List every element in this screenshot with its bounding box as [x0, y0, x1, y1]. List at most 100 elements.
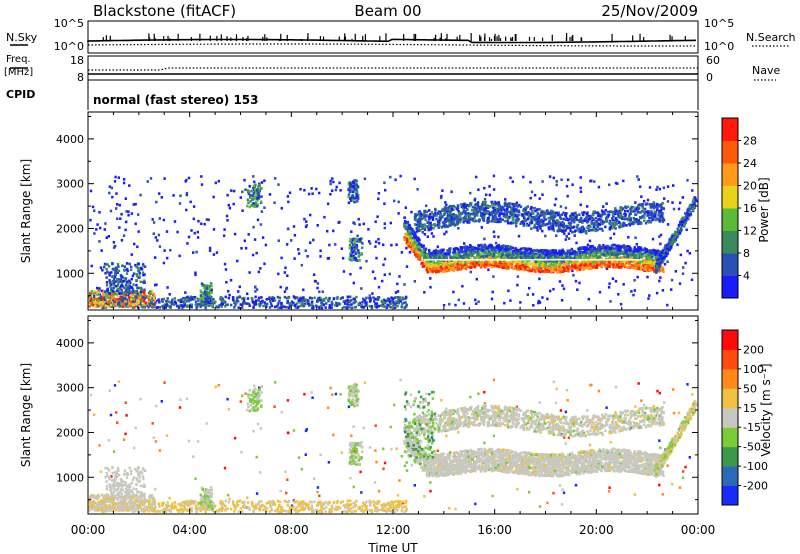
power-cell — [107, 265, 111, 268]
power-cell — [435, 254, 439, 257]
power-cell — [374, 220, 377, 223]
power-cell — [293, 234, 297, 237]
power-cell — [403, 236, 406, 239]
power-cell — [298, 301, 301, 304]
power-cell — [178, 202, 182, 205]
power-cell — [372, 296, 375, 299]
power-heatmap — [88, 174, 698, 310]
power-cell — [234, 303, 237, 307]
power-cell — [350, 230, 353, 233]
power-cell — [89, 292, 93, 296]
power-cell — [163, 177, 166, 180]
power-cell — [271, 296, 274, 299]
power-cell — [276, 295, 280, 299]
power-cell — [531, 293, 535, 296]
power-cell — [553, 265, 556, 269]
power-cell — [158, 306, 162, 309]
power-cell — [158, 245, 162, 248]
power-cell — [347, 181, 351, 185]
power-cell — [638, 185, 642, 188]
power-cell — [411, 230, 415, 234]
power-cell — [462, 302, 466, 305]
power-cell — [117, 269, 121, 273]
power-cell — [289, 302, 292, 305]
power-cell — [349, 181, 352, 184]
power-cell — [465, 262, 469, 265]
power-cell — [502, 244, 505, 247]
power-cell — [457, 298, 460, 302]
power-cell — [589, 179, 592, 183]
power-cell — [576, 288, 579, 291]
power-cell — [187, 300, 190, 303]
power-cell — [357, 217, 360, 221]
power-cell — [537, 299, 541, 303]
power-cell — [450, 190, 453, 194]
power-cell — [136, 306, 140, 309]
power-cell — [450, 255, 454, 259]
power-cell — [93, 297, 97, 301]
power-cell — [476, 249, 479, 252]
power-cell — [565, 265, 568, 268]
power-cell — [403, 225, 406, 228]
power-cell — [516, 283, 519, 287]
power-cell — [193, 297, 196, 301]
power-cell — [559, 253, 562, 256]
power-cell — [186, 304, 189, 307]
power-cell — [350, 187, 353, 191]
power-cell — [605, 257, 608, 261]
power-cell — [332, 180, 335, 184]
power-cell — [336, 295, 339, 299]
power-cell — [116, 263, 120, 266]
power-cell — [506, 252, 509, 255]
power-cell — [350, 197, 353, 200]
power-cell — [315, 187, 318, 191]
power-cell — [167, 300, 170, 303]
power-cell — [285, 296, 289, 300]
power-cell — [137, 230, 140, 233]
power-cell — [354, 257, 358, 260]
power-cell — [349, 199, 353, 202]
power-cell — [242, 298, 246, 302]
power-cell — [154, 256, 157, 259]
power-cell — [221, 297, 224, 300]
power-cell — [269, 300, 272, 303]
power-cell — [321, 299, 324, 302]
power-cell — [688, 252, 691, 255]
power-cell — [95, 228, 98, 231]
power-cell — [128, 279, 131, 283]
power-cell — [588, 254, 591, 257]
power-cell — [469, 270, 472, 274]
power-cell — [254, 188, 257, 191]
power-cell — [211, 300, 214, 303]
power-cell — [595, 249, 598, 252]
power-cell — [89, 297, 93, 301]
power-cell — [202, 291, 206, 295]
power-cell — [170, 300, 174, 303]
power-cell — [135, 266, 138, 269]
power-cell — [640, 195, 643, 198]
power-cell — [403, 306, 406, 310]
power-cell — [568, 249, 572, 252]
power-cell — [173, 220, 177, 223]
power-cell — [200, 297, 204, 300]
power-cell — [410, 210, 413, 214]
power-cell — [676, 243, 679, 246]
power-cell — [112, 286, 116, 290]
power-cell — [181, 300, 184, 304]
power-cell — [353, 179, 357, 182]
power-cell — [504, 253, 508, 256]
power-cell — [113, 292, 116, 296]
power-cell — [492, 256, 495, 260]
power-cell — [183, 301, 186, 305]
power-cell — [247, 233, 250, 236]
power-cell — [682, 266, 685, 269]
power-cell — [95, 290, 98, 294]
power-cell — [151, 218, 154, 221]
power-cell — [627, 247, 631, 250]
power-cell — [615, 263, 619, 267]
power-cell — [342, 300, 345, 303]
power-cell — [524, 261, 527, 265]
power-cell — [579, 176, 582, 179]
power-cell — [507, 216, 510, 219]
power-cell — [122, 302, 125, 305]
